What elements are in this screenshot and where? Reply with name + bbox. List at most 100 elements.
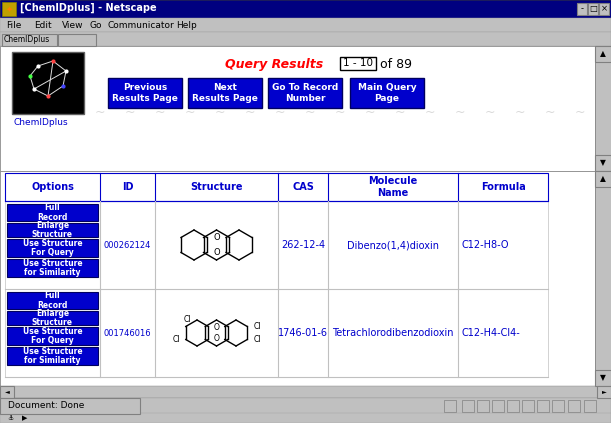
Text: File: File bbox=[6, 20, 21, 30]
Text: of 89: of 89 bbox=[380, 58, 412, 71]
Text: ChemIDplus: ChemIDplus bbox=[4, 36, 50, 44]
Bar bbox=[5, 173, 548, 201]
Text: □: □ bbox=[589, 5, 597, 14]
Bar bbox=[522, 400, 534, 412]
Bar bbox=[2, 34, 57, 46]
Bar bbox=[444, 400, 456, 412]
Bar bbox=[0, 18, 611, 32]
Text: -: - bbox=[580, 5, 584, 14]
Bar bbox=[577, 3, 587, 15]
Bar bbox=[350, 78, 424, 108]
Text: ~: ~ bbox=[155, 105, 165, 118]
Text: Enlarge
Structure: Enlarge Structure bbox=[32, 309, 73, 327]
Text: Cl: Cl bbox=[253, 322, 261, 331]
Bar bbox=[595, 46, 611, 62]
Bar bbox=[0, 0, 611, 18]
Bar bbox=[12, 52, 84, 114]
Bar bbox=[552, 400, 564, 412]
Text: ~: ~ bbox=[335, 105, 345, 118]
Text: C12-H4-Cl4-: C12-H4-Cl4- bbox=[462, 328, 521, 338]
Text: ~: ~ bbox=[365, 105, 375, 118]
Text: O: O bbox=[213, 248, 220, 257]
Bar bbox=[58, 34, 96, 46]
Text: ~: ~ bbox=[575, 105, 585, 118]
Text: ►: ► bbox=[602, 390, 606, 395]
Text: C12-H8-O: C12-H8-O bbox=[462, 240, 510, 250]
Text: Cl: Cl bbox=[172, 335, 180, 344]
Text: Tetrachlorodibenzodioxin: Tetrachlorodibenzodioxin bbox=[332, 328, 454, 338]
Text: Structure: Structure bbox=[190, 182, 243, 192]
Bar bbox=[492, 400, 504, 412]
Text: Dibenzo(1,4)dioxin: Dibenzo(1,4)dioxin bbox=[347, 240, 439, 250]
Text: O: O bbox=[213, 233, 220, 242]
Bar bbox=[599, 3, 609, 15]
Bar bbox=[595, 46, 611, 171]
Text: ~: ~ bbox=[125, 105, 135, 118]
Bar bbox=[0, 398, 140, 414]
Text: Document: Done: Document: Done bbox=[8, 401, 84, 410]
Bar bbox=[597, 386, 611, 398]
Text: 262-12-4: 262-12-4 bbox=[281, 240, 325, 250]
Text: ~: ~ bbox=[185, 105, 196, 118]
Bar bbox=[0, 46, 595, 171]
Bar bbox=[7, 259, 98, 277]
Text: ~: ~ bbox=[305, 105, 315, 118]
Text: ~: ~ bbox=[214, 105, 225, 118]
Bar bbox=[595, 370, 611, 386]
Bar bbox=[2, 2, 16, 16]
Bar bbox=[7, 327, 98, 345]
Bar bbox=[0, 386, 611, 398]
Text: [ChemIDplus] - Netscape: [ChemIDplus] - Netscape bbox=[20, 3, 156, 13]
Text: CAS: CAS bbox=[292, 182, 314, 192]
Text: ◄: ◄ bbox=[5, 390, 9, 395]
Bar bbox=[340, 57, 376, 70]
Bar bbox=[0, 32, 611, 46]
Bar bbox=[7, 204, 98, 221]
Bar bbox=[7, 223, 98, 237]
Text: ~: ~ bbox=[95, 105, 105, 118]
Text: Help: Help bbox=[176, 20, 197, 30]
Text: Communicator: Communicator bbox=[108, 20, 175, 30]
Text: ~: ~ bbox=[485, 105, 496, 118]
Text: O: O bbox=[214, 323, 219, 332]
Text: ID: ID bbox=[122, 182, 133, 192]
Text: ▲: ▲ bbox=[600, 175, 606, 184]
Text: 1 - 10: 1 - 10 bbox=[343, 58, 373, 68]
Text: Previous
Results Page: Previous Results Page bbox=[112, 82, 178, 103]
Text: Go To Record
Number: Go To Record Number bbox=[272, 82, 338, 103]
Text: ▼: ▼ bbox=[600, 159, 606, 168]
Bar bbox=[268, 78, 342, 108]
Text: Formula: Formula bbox=[481, 182, 525, 192]
Text: Use Structure
For Query: Use Structure For Query bbox=[23, 239, 82, 257]
Text: Full
Record: Full Record bbox=[37, 291, 68, 310]
Text: ChemIDplus: ChemIDplus bbox=[14, 118, 68, 127]
Bar bbox=[7, 239, 98, 257]
Bar bbox=[7, 311, 98, 325]
Text: ▼: ▼ bbox=[600, 374, 606, 382]
Bar bbox=[0, 398, 611, 414]
Text: 000262124: 000262124 bbox=[104, 241, 151, 250]
Text: ~: ~ bbox=[245, 105, 255, 118]
Text: Enlarge
Structure: Enlarge Structure bbox=[32, 221, 73, 239]
Bar bbox=[188, 78, 262, 108]
Text: Query Results: Query Results bbox=[225, 58, 323, 71]
Text: Full
Record: Full Record bbox=[37, 203, 68, 222]
Bar bbox=[595, 171, 611, 187]
Bar bbox=[595, 171, 611, 386]
Text: ▲: ▲ bbox=[600, 49, 606, 58]
Text: 001746016: 001746016 bbox=[104, 329, 152, 338]
Text: O: O bbox=[214, 334, 219, 343]
Text: ~: ~ bbox=[395, 105, 405, 118]
Text: ⚓: ⚓ bbox=[7, 415, 13, 421]
Text: Main Query
Page: Main Query Page bbox=[357, 82, 416, 103]
Text: ×: × bbox=[601, 5, 607, 14]
Bar bbox=[477, 400, 489, 412]
Bar bbox=[537, 400, 549, 412]
Text: 1746-01-6: 1746-01-6 bbox=[278, 328, 328, 338]
Bar bbox=[0, 171, 595, 386]
Bar bbox=[0, 386, 14, 398]
Bar bbox=[588, 3, 598, 15]
Text: ~: ~ bbox=[455, 105, 465, 118]
Text: ▶: ▶ bbox=[23, 415, 27, 421]
Bar bbox=[462, 400, 474, 412]
